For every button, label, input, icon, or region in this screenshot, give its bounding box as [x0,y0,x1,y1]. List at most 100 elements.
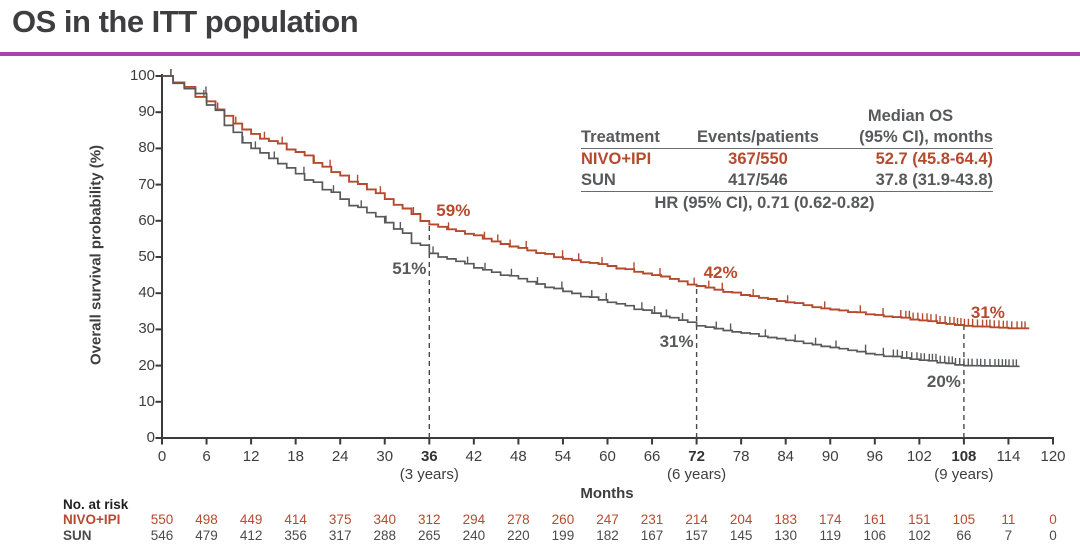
at-risk-title: No. at risk [63,497,129,512]
at-risk-count: 106 [863,528,887,543]
at-risk-count: 220 [507,528,530,543]
at-risk-count: 340 [373,512,397,527]
x-tick-label-42: 42 [465,448,483,465]
x-tick-label-30: 30 [376,448,394,465]
at-risk-count: 0 [1049,528,1057,543]
y-tick-label-70: 70 [138,175,155,193]
y-tick-label-80: 80 [138,139,155,157]
at-risk-count: 288 [373,528,397,543]
ci-months-header: (95% CI), months [859,128,993,146]
treatment-name: SUN [581,171,616,189]
milestone-label-31%-72: 31% [659,331,694,351]
at-risk-count: 145 [729,528,753,543]
summary-table-header-line2: Treatment Events/patients (95% CI), mont… [581,127,993,149]
table-row: NIVO+IPI 367/550 52.7 (45.8-64.4) [581,149,993,170]
at-risk-count: 151 [908,512,931,527]
at-risk-count: 356 [284,528,307,543]
at-risk-count: 260 [551,512,575,527]
at-risk-count: 278 [507,512,530,527]
at-risk-count: 66 [956,528,972,543]
at-risk-count: 102 [908,528,931,543]
at-risk-count: 119 [819,528,842,543]
at-risk-count: 161 [863,512,887,527]
x-tick-label-84: 84 [777,448,795,465]
at-risk-count: 199 [551,528,575,543]
median-value: 37.8 (31.9-43.8) [875,171,993,189]
x-tick-label-72: 72 [688,448,705,465]
median-value: 52.7 (45.8-64.4) [875,150,993,168]
milestone-label-51%-36: 51% [392,259,427,279]
treatment-name: NIVO+IPI [581,150,652,168]
at-risk-count: 414 [284,512,307,527]
at-risk-count: 231 [640,512,664,527]
at-risk-row-label-nivo-ipi: NIVO+IPI [63,512,121,527]
year-label-72: (6 years) [667,466,727,483]
x-tick-label-24: 24 [331,448,349,465]
at-risk-count: 130 [774,528,797,543]
at-risk-count: 498 [195,512,218,527]
x-tick-label-90: 90 [821,448,839,465]
at-risk-count: 182 [596,528,619,543]
at-risk-count: 550 [150,512,174,527]
y-tick-label-60: 60 [138,211,155,229]
y-tick-label-10: 10 [138,392,155,410]
at-risk-count: 0 [1049,512,1057,527]
x-tick-label-48: 48 [510,448,527,465]
y-tick-label-30: 30 [138,320,155,338]
title-accent-rule [0,52,1080,56]
at-risk-count: 7 [1004,528,1013,543]
at-risk-count: 479 [195,528,218,543]
at-risk-count: 11 [1001,512,1016,527]
at-risk-count: 105 [952,512,976,527]
at-risk-count: 412 [239,528,263,543]
at-risk-count: 312 [418,512,441,527]
y-tick-label-100: 100 [129,67,155,84]
y-tick-label-40: 40 [138,284,155,302]
x-tick-label-78: 78 [732,448,750,465]
x-axis-title: Months [580,485,634,502]
survival-curve-sun [162,75,1020,368]
x-tick-label-12: 12 [242,448,260,465]
x-tick-label-108: 108 [951,448,977,465]
at-risk-count: 375 [328,512,352,527]
year-label-108: (9 years) [934,466,994,483]
hazard-ratio-text: HR (95% CI), 0.71 (0.62-0.82) [654,194,875,212]
milestone-label-31%-108: 31% [970,302,1005,322]
x-tick-label-54: 54 [554,448,572,465]
summary-table: Median OS Treatment Events/patients (95%… [581,106,993,214]
y-tick-label-20: 20 [138,356,155,374]
y-tick-label-90: 90 [138,103,155,121]
milestone-label-42%-72: 42% [703,262,738,282]
at-risk-count: 214 [685,512,708,527]
at-risk-count: 174 [818,512,842,527]
x-tick-label-114: 114 [996,448,1021,465]
at-risk-count: 449 [239,512,263,527]
x-tick-label-96: 96 [866,448,884,465]
at-risk-count: 204 [729,512,753,527]
events-patients-header: Events/patients [697,128,819,146]
at-risk-count: 294 [462,512,486,527]
x-tick-label-66: 66 [643,448,661,465]
table-row: SUN 417/546 37.8 (31.9-43.8) [581,170,993,192]
at-risk-row-label-sun: SUN [63,528,92,543]
at-risk-count: 317 [328,528,352,543]
at-risk-count: 157 [685,528,708,543]
at-risk-count: 240 [462,528,486,543]
summary-table-header-line1: Median OS [581,106,993,127]
x-tick-label-60: 60 [599,448,616,465]
events-value: 367/550 [728,150,788,168]
y-tick-label-0: 0 [146,429,155,446]
at-risk-count: 247 [596,512,619,527]
milestone-label-20%-108: 20% [926,371,961,391]
at-risk-count: 546 [150,528,174,543]
x-tick-label-120: 120 [1040,448,1066,465]
at-risk-count: 183 [774,512,797,527]
milestone-label-59%-36: 59% [436,201,471,221]
events-value: 417/546 [728,171,788,189]
x-tick-label-6: 6 [202,448,211,465]
page-title: OS in the ITT population [12,4,359,39]
year-label-36: (3 years) [399,466,459,483]
at-risk-count: 265 [418,528,441,543]
x-tick-label-0: 0 [157,448,167,465]
